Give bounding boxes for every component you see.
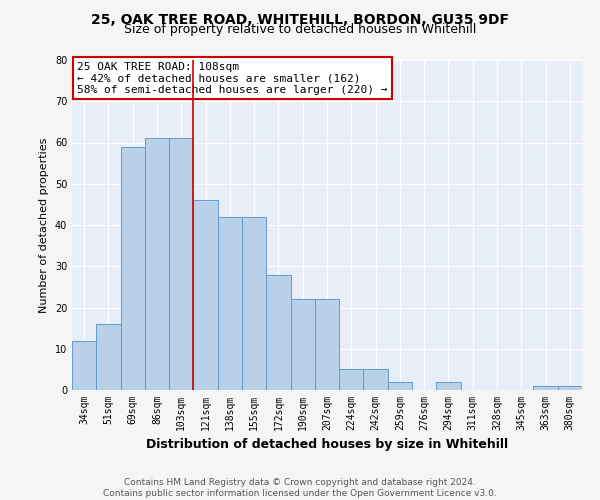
Bar [364, 370, 388, 390]
Bar [145, 138, 169, 390]
Bar [388, 382, 412, 390]
Bar [96, 324, 121, 390]
Bar [121, 146, 145, 390]
Bar [558, 386, 582, 390]
Bar [290, 299, 315, 390]
Bar [339, 370, 364, 390]
Bar [315, 299, 339, 390]
Text: 25 OAK TREE ROAD: 108sqm
← 42% of detached houses are smaller (162)
58% of semi-: 25 OAK TREE ROAD: 108sqm ← 42% of detach… [77, 62, 388, 95]
Bar [533, 386, 558, 390]
Text: 25, OAK TREE ROAD, WHITEHILL, BORDON, GU35 9DF: 25, OAK TREE ROAD, WHITEHILL, BORDON, GU… [91, 12, 509, 26]
Bar [72, 340, 96, 390]
Bar [436, 382, 461, 390]
Text: Size of property relative to detached houses in Whitehill: Size of property relative to detached ho… [124, 22, 476, 36]
Bar [242, 217, 266, 390]
Bar [193, 200, 218, 390]
Bar [266, 274, 290, 390]
Bar [169, 138, 193, 390]
X-axis label: Distribution of detached houses by size in Whitehill: Distribution of detached houses by size … [146, 438, 508, 452]
Y-axis label: Number of detached properties: Number of detached properties [39, 138, 49, 312]
Text: Contains HM Land Registry data © Crown copyright and database right 2024.
Contai: Contains HM Land Registry data © Crown c… [103, 478, 497, 498]
Bar [218, 217, 242, 390]
